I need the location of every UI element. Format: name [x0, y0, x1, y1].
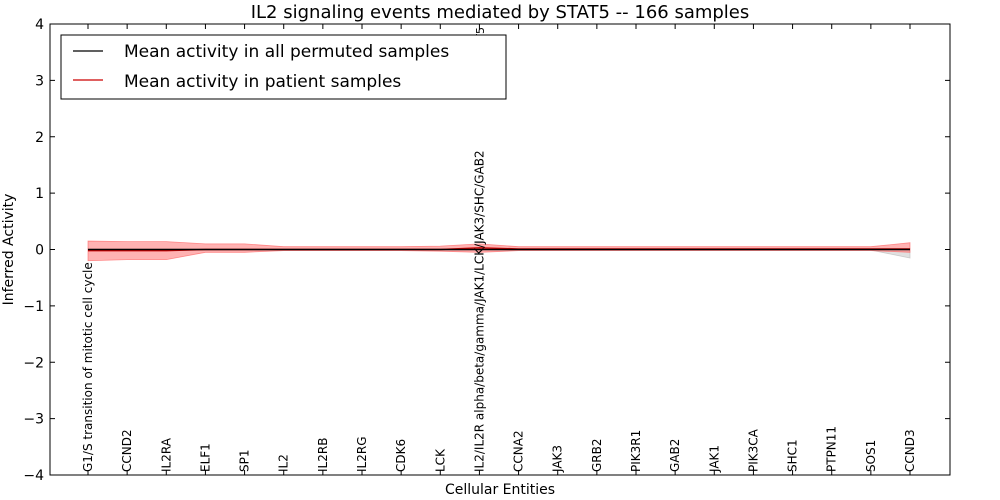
x-tick-label: ELF1 [198, 443, 212, 472]
x-tick-label: CDK6 [394, 439, 408, 472]
x-tick-label: IL2RA [159, 437, 173, 472]
x-tick-label: IL2 [277, 454, 291, 472]
x-tick-label: GRB2 [590, 438, 604, 472]
x-tick-label: IL2RB [316, 438, 330, 472]
x-tick-label: SOS1 [864, 440, 878, 472]
legend-label-permuted: Mean activity in all permuted samples [124, 42, 449, 62]
y-tick-label: −3 [23, 412, 44, 428]
x-tick-label: PIK3CA [746, 428, 760, 472]
x-tick-label: IL2RG [355, 437, 369, 473]
x-axis-label: Cellular Entities [445, 482, 555, 498]
y-tick-label: 2 [35, 130, 44, 146]
plot-frame [49, 23, 951, 476]
y-tick-label: 0 [35, 243, 44, 259]
y-tick-label: 4 [35, 17, 44, 33]
x-tick-label: G1/S transition of mitotic cell cycle [81, 262, 95, 472]
x-tick-label: SHC1 [786, 439, 800, 472]
x-tick-label: CCNA2 [512, 430, 526, 472]
band-series-1 [87, 240, 911, 262]
legend-box [60, 34, 507, 100]
x-tick-label: CCND3 [903, 429, 917, 472]
x-tick-label: JAK3 [551, 445, 565, 473]
x-tick-label: JAK1 [707, 445, 721, 473]
x-tick-label: PIK3R1 [629, 430, 643, 472]
x-tick-label: SP1 [238, 450, 252, 473]
legend-label-patient: Mean activity in patient samples [124, 72, 401, 92]
x-tick-label: PTPN11 [825, 426, 839, 472]
y-tick-label: 3 [35, 73, 44, 89]
x-tick-label: CCND2 [120, 429, 134, 472]
chart-title: IL2 signaling events mediated by STAT5 -… [251, 2, 750, 23]
y-tick-label: −2 [23, 355, 44, 371]
y-tick-label: −4 [23, 468, 44, 484]
y-tick-label: −1 [23, 299, 44, 315]
y-tick-label: 1 [35, 186, 44, 202]
x-tick-label: GAB2 [668, 439, 682, 472]
y-axis-label: Inferred Activity [1, 194, 17, 306]
legend: Mean activity in all permuted samples Me… [60, 34, 507, 100]
x-tick-label: LCK [433, 448, 447, 472]
x-tick-label: IL2/IL2R alpha/beta/gamma/JAK1/LCK/JAK3/… [472, 150, 486, 472]
